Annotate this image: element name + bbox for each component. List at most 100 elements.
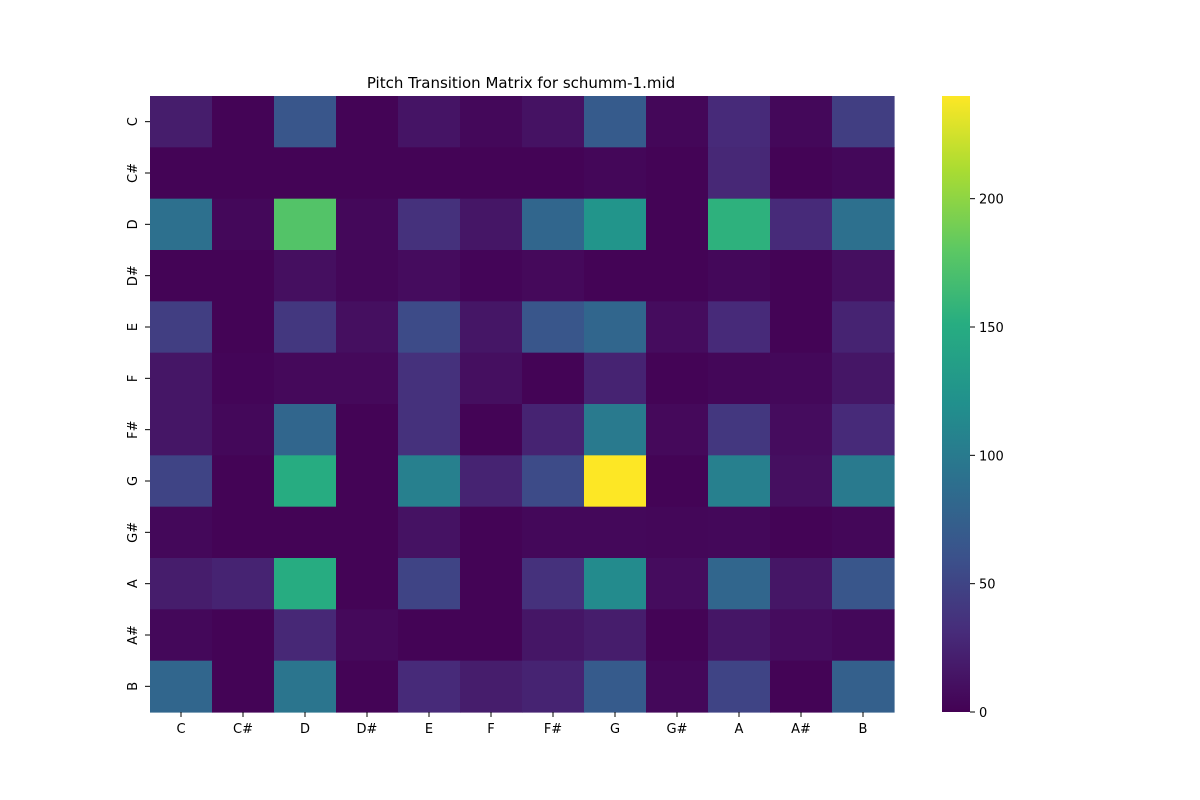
- heatmap-cell: [460, 198, 523, 251]
- heatmap-cell: [460, 660, 523, 713]
- heatmap-cell: [274, 609, 337, 662]
- colorbar-tick-label: 200: [979, 193, 1004, 208]
- heatmap-cell: [460, 558, 523, 610]
- heatmap-cell: [646, 404, 709, 456]
- heatmap-cell: [522, 660, 585, 713]
- colorbar-tick-label: 150: [979, 321, 1004, 336]
- heatmap-cell: [646, 558, 709, 610]
- x-tick-label: G: [610, 722, 620, 737]
- heatmap-cell: [150, 506, 213, 559]
- x-tick-label: C#: [233, 722, 253, 737]
- heatmap-cell: [770, 558, 833, 610]
- heatmap-cell: [460, 147, 523, 200]
- heatmap-cell: [460, 455, 523, 508]
- colorbar-ticks: 0 50 100 150 200: [970, 193, 1004, 721]
- heatmap-cell: [522, 609, 585, 662]
- x-tick-label: A#: [791, 722, 811, 737]
- heatmap-cell: [212, 455, 275, 508]
- chart-title: Pitch Transition Matrix for schumm-1.mid: [367, 74, 675, 92]
- heatmap-cell: [708, 660, 771, 713]
- heatmap-cell: [398, 147, 461, 200]
- heatmap-cell: [336, 96, 399, 148]
- heatmap-cell: [708, 301, 771, 354]
- heatmap-cell: [212, 250, 275, 302]
- heatmap-cell: [398, 198, 461, 251]
- heatmap-cell: [336, 609, 399, 662]
- heatmap-cell: [708, 198, 771, 251]
- heatmap-cell: [274, 506, 337, 559]
- heatmap-cell: [522, 558, 585, 610]
- heatmap-cell: [584, 96, 647, 148]
- heatmap-cell: [398, 660, 461, 713]
- heatmap-cell: [212, 301, 275, 354]
- colorbar-tick-label: 0: [979, 706, 987, 721]
- heatmap-cell: [770, 404, 833, 456]
- heatmap-cell: [832, 404, 895, 456]
- x-tick-label: D#: [357, 722, 378, 737]
- x-tick-label: B: [859, 722, 868, 737]
- heatmap-cell: [212, 506, 275, 559]
- x-tick-label: E: [425, 722, 433, 737]
- colorbar-gradient: [942, 96, 970, 712]
- heatmap-cell: [460, 609, 523, 662]
- heatmap-cells: [150, 96, 895, 713]
- heatmap-cell: [646, 96, 709, 148]
- heatmap-cell: [832, 558, 895, 610]
- heatmap-cell: [398, 250, 461, 302]
- y-tick-label: G: [126, 476, 141, 486]
- heatmap-cell: [708, 404, 771, 456]
- heatmap-cell: [336, 198, 399, 251]
- x-tick-label: G#: [667, 722, 688, 737]
- heatmap-cell: [460, 404, 523, 456]
- heatmap-cell: [832, 198, 895, 251]
- heatmap-cell: [584, 506, 647, 559]
- heatmap-cell: [646, 609, 709, 662]
- heatmap-cell: [336, 352, 399, 405]
- heatmap-cell: [584, 352, 647, 405]
- heatmap-cell: [522, 147, 585, 200]
- heatmap-cell: [150, 660, 213, 713]
- heatmap-cell: [398, 506, 461, 559]
- heatmap-cell: [584, 404, 647, 456]
- heatmap-cell: [708, 609, 771, 662]
- heatmap-cell: [150, 404, 213, 456]
- heatmap-cell: [336, 301, 399, 354]
- heatmap-cell: [522, 455, 585, 508]
- heatmap-cell: [274, 660, 337, 713]
- heatmap-cell: [212, 96, 275, 148]
- y-tick-label: E: [126, 323, 141, 331]
- heatmap-cell: [770, 198, 833, 251]
- heatmap-cell: [646, 660, 709, 713]
- heatmap-cell: [274, 352, 337, 405]
- heatmap-cell: [584, 609, 647, 662]
- heatmap-cell: [522, 404, 585, 456]
- heatmap-cell: [770, 609, 833, 662]
- heatmap-cell: [150, 301, 213, 354]
- heatmap-cell: [150, 147, 213, 200]
- heatmap-cell: [584, 147, 647, 200]
- heatmap-cell: [460, 96, 523, 148]
- heatmap-cell: [336, 660, 399, 713]
- x-tick-label: A: [735, 722, 744, 737]
- heatmap-cell: [460, 506, 523, 559]
- heatmap-cell: [212, 660, 275, 713]
- heatmap-cell: [832, 609, 895, 662]
- heatmap-cell: [522, 96, 585, 148]
- heatmap-cell: [646, 506, 709, 559]
- heatmap-cell: [274, 198, 337, 251]
- heatmap-cell: [770, 455, 833, 508]
- y-axis: C C# D D# E F F# G G# A A# B: [126, 117, 150, 691]
- heatmap-cell: [398, 352, 461, 405]
- heatmap-cell: [584, 250, 647, 302]
- x-tick-label: D: [300, 722, 310, 737]
- heatmap-cell: [522, 301, 585, 354]
- heatmap-cell: [832, 301, 895, 354]
- x-tick-label: F#: [544, 722, 562, 737]
- heatmap-cell: [150, 96, 213, 148]
- heatmap-cell: [336, 250, 399, 302]
- heatmap-cell: [832, 506, 895, 559]
- heatmap-cell: [646, 250, 709, 302]
- heatmap-cell: [522, 352, 585, 405]
- heatmap-cell: [460, 250, 523, 302]
- heatmap-cell: [398, 404, 461, 456]
